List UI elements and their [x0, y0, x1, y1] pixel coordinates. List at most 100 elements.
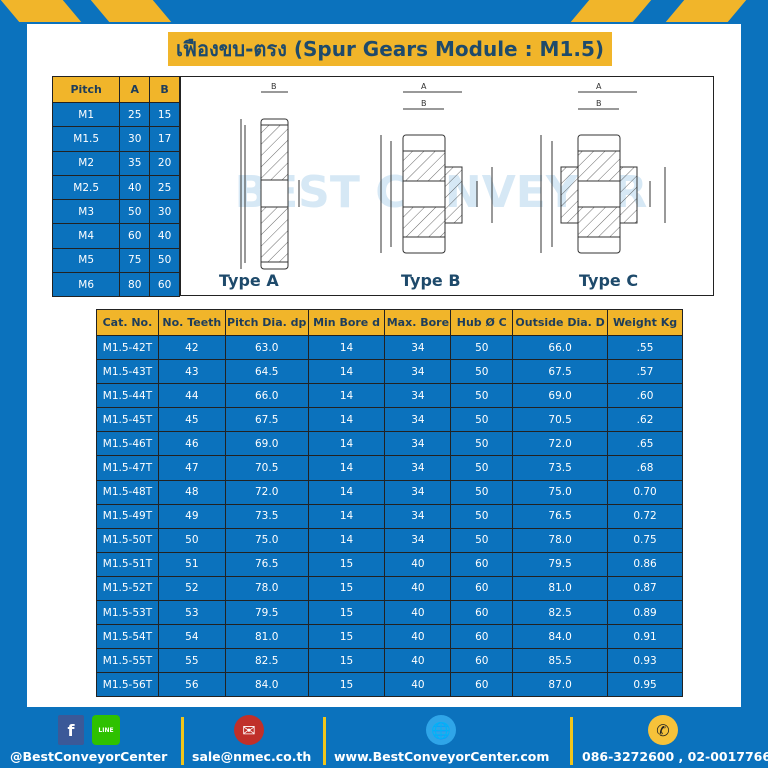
table-cell: 0.70 — [607, 479, 683, 505]
table-cell: 47 — [157, 455, 226, 481]
page-title: เฟืองขบ-ตรง (Spur Gears Module : M1.5) — [168, 32, 612, 66]
table-cell: 63.0 — [224, 334, 309, 361]
table-cell: 54 — [157, 624, 226, 650]
table-row: M1.5-43T 43 64.5 14 34 50 67.5.57 — [96, 359, 683, 385]
table-row: M4 60 40 — [51, 223, 180, 249]
table-cell: 30 — [149, 199, 180, 225]
table-cell: .65 — [607, 431, 683, 457]
column-header: No. Teeth — [157, 309, 226, 336]
table-cell: 0.89 — [607, 600, 683, 626]
table-cell: 67.5 — [224, 407, 309, 433]
dim-b-label: B — [421, 99, 427, 108]
type-c-drawing — [540, 91, 666, 254]
table-cell: 50 — [450, 407, 514, 433]
table-cell: 75 — [119, 247, 151, 274]
table-cell: 81.0 — [512, 575, 609, 602]
table-cell: 40 — [384, 624, 452, 650]
table-cell: 50 — [450, 455, 514, 481]
type-a-label: Type A — [219, 271, 279, 290]
table-cell: 34 — [384, 503, 452, 529]
size-table: Pitch A B M1 25 15 M1.5 30 17 M2 35 20 M2.5 40 25 M3 50 3… — [51, 76, 180, 298]
table-cell: 50 — [450, 503, 514, 529]
table-cell: M1.5-52T — [96, 575, 159, 602]
table-cell: M3 — [51, 199, 121, 225]
column-header: Hub Ø C — [450, 309, 514, 336]
social-handle[interactable]: @BestConveyorCenter — [10, 749, 168, 764]
table-row: M1.5-50T 50 75.0 14 34 50 78.0 0.75 — [96, 527, 683, 553]
column-header: Min Bore d — [307, 309, 386, 336]
table-row: M1.5-54T 54 81.0 15 40 60 84.0 0.91 — [96, 624, 683, 650]
table-cell: 40 — [384, 648, 452, 674]
dim-a-label: A — [596, 82, 602, 91]
table-cell: 50 — [149, 247, 180, 274]
table-row: M3 50 30 — [51, 199, 180, 225]
decor-stripe — [90, 0, 172, 22]
table-cell: 72.0 — [512, 431, 609, 457]
gear-diagram: BEST CONVEYOR B A B A B Type A Type B Ty… — [180, 76, 714, 296]
table-cell: 34 — [384, 479, 452, 505]
table-row: M1.5-51T 51 76.5 15 40 60 79.5 0.86 — [96, 551, 683, 577]
table-cell: 14 — [307, 431, 386, 457]
table-row: M1.5 30 17 — [51, 126, 180, 152]
table-cell: 20 — [149, 150, 180, 176]
email-link[interactable]: sale@nmec.co.th — [192, 749, 312, 764]
table-cell: M1.5 — [51, 126, 121, 152]
column-header: B — [149, 76, 180, 103]
table-cell: 0.95 — [607, 672, 683, 698]
table-cell: 66.0 — [512, 334, 609, 361]
phone-numbers[interactable]: 086-3272600 , 02-0017766 — [582, 749, 768, 764]
table-row: M1.5-44T 44 66.0 14 34 50 69.0.60 — [96, 383, 683, 409]
table-cell: 69.0 — [224, 431, 309, 457]
table-cell: 60 — [149, 272, 180, 298]
line-icon[interactable]: LINE — [92, 715, 120, 745]
table-cell: M1.5-51T — [96, 551, 159, 577]
table-cell: 73.5 — [512, 455, 609, 481]
column-header: Cat. No. — [96, 309, 159, 336]
divider — [570, 717, 573, 765]
table-row: M1.5-47T 47 70.5 14 34 50 73.5.68 — [96, 455, 683, 481]
type-b-drawing — [380, 91, 493, 254]
table-cell: 50 — [450, 431, 514, 457]
divider — [323, 717, 326, 765]
table-cell: 40 — [384, 600, 452, 626]
table-cell: 14 — [307, 503, 386, 529]
table-cell: M1.5-44T — [96, 383, 159, 409]
table-cell: 70.5 — [512, 407, 609, 433]
type-b-label: Type B — [401, 271, 461, 290]
table-cell: 40 — [149, 223, 180, 249]
decor-stripe — [665, 0, 747, 22]
type-c-label: Type C — [579, 271, 639, 290]
table-cell: 82.5 — [224, 648, 309, 674]
dim-b-label: B — [596, 99, 602, 108]
table-cell: .60 — [607, 383, 683, 409]
table-cell: 55 — [157, 648, 226, 674]
table-cell: 60 — [450, 575, 514, 602]
column-header: Outside Dia. D — [512, 309, 609, 336]
table-cell: 52 — [157, 575, 226, 602]
table-row: M1.5-53T 53 79.5 15 40 60 82.5 0.89 — [96, 600, 683, 626]
table-cell: 40 — [384, 672, 452, 698]
facebook-icon[interactable]: f — [58, 715, 84, 745]
table-cell: 66.0 — [224, 383, 309, 409]
table-cell: 49 — [157, 503, 226, 529]
table-cell: .68 — [607, 455, 683, 481]
table-cell: 56 — [157, 672, 226, 698]
website-link[interactable]: www.BestConveyorCenter.com — [334, 749, 550, 764]
table-cell: 46 — [157, 431, 226, 457]
dim-a-label: A — [421, 82, 427, 91]
table-cell: 78.0 — [224, 575, 309, 602]
table-cell: 15 — [307, 648, 386, 674]
table-cell: M1.5-55T — [96, 648, 159, 674]
gear-drawings: BEST CONVEYOR B A B A B — [235, 82, 666, 270]
column-header: Max. Bore — [384, 309, 452, 336]
table-row: M2 35 20 — [51, 150, 180, 176]
table-cell: 76.5 — [512, 503, 609, 529]
table-cell: 14 — [307, 455, 386, 481]
table-cell: 60 — [450, 624, 514, 650]
table-cell: 85.5 — [512, 648, 609, 674]
table-cell: .62 — [607, 407, 683, 433]
table-row: M1.5-42T 42 63.0 14 34 50 66.0.55 — [96, 334, 683, 361]
table-cell: 76.5 — [224, 551, 309, 577]
footer: f LINE @BestConveyorCenter ✉ sale@nmec.c… — [0, 707, 768, 768]
table-cell: M1.5-48T — [96, 479, 159, 505]
